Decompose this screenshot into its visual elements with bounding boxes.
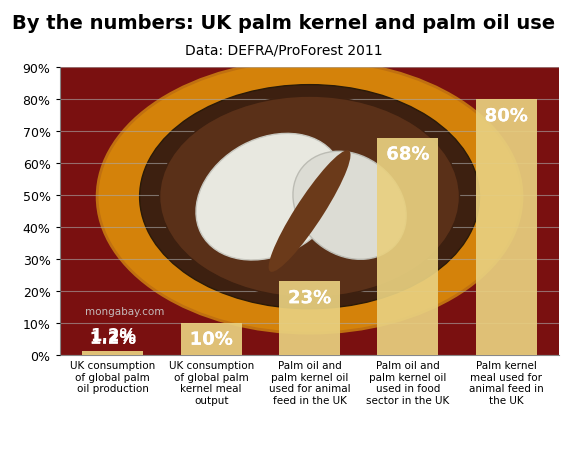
Bar (82, 351, 143, 355)
Bar (279, 282, 340, 355)
Ellipse shape (97, 61, 522, 334)
Text: By the numbers: UK palm kernel and palm oil use: By the numbers: UK palm kernel and palm … (12, 14, 556, 33)
Bar (377, 138, 438, 355)
Ellipse shape (196, 134, 343, 260)
Text: 1.2%: 1.2% (90, 327, 136, 345)
Bar (181, 323, 242, 355)
Text: 68%: 68% (386, 147, 429, 164)
Text: mongabay.com: mongabay.com (85, 307, 164, 317)
Text: 1.2%: 1.2% (90, 330, 136, 348)
Text: 80%: 80% (485, 108, 528, 126)
Text: Data: DEFRA/ProForest 2011: Data: DEFRA/ProForest 2011 (185, 43, 383, 57)
Ellipse shape (160, 97, 460, 298)
Text: 23%: 23% (288, 290, 331, 308)
Ellipse shape (140, 86, 479, 309)
Ellipse shape (293, 152, 406, 260)
Bar (476, 100, 537, 355)
Text: 10%: 10% (190, 331, 233, 349)
Ellipse shape (269, 151, 350, 272)
